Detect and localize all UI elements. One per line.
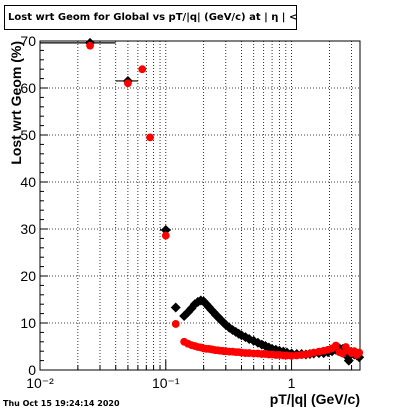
y-tick-label: 30 bbox=[20, 221, 36, 237]
y-tick-label: 60 bbox=[20, 80, 36, 96]
x-tick-label: 10⁻¹ bbox=[152, 375, 180, 391]
data-point-circle bbox=[161, 231, 170, 240]
plot-area bbox=[40, 41, 360, 370]
x-axis-label: pT/|q| (GeV/c) bbox=[270, 391, 360, 407]
plot-frame bbox=[39, 40, 361, 371]
y-tick-label: 0 bbox=[28, 362, 36, 378]
y-tick-label: 20 bbox=[20, 268, 36, 284]
data-point-diamond bbox=[160, 224, 171, 235]
data-point-circle bbox=[86, 41, 94, 50]
data-point-circle bbox=[331, 341, 340, 350]
x-tick-label: 10⁻² bbox=[26, 375, 54, 391]
y-tick-label: 10 bbox=[20, 315, 36, 331]
x-tick-label: 1 bbox=[288, 375, 296, 391]
data-point-circle bbox=[171, 320, 180, 328]
y-axis-label: Lost wrt Geom (%) bbox=[8, 41, 24, 165]
y-tick-label: 40 bbox=[20, 174, 36, 190]
timestamp: Thu Oct 15 19:24:14 2020 bbox=[3, 399, 120, 408]
y-tick-label: 70 bbox=[20, 33, 36, 49]
data-point-circle bbox=[355, 348, 364, 357]
data-point-circle bbox=[138, 65, 147, 74]
data-point-circle bbox=[338, 349, 347, 358]
y-tick-label: 50 bbox=[20, 127, 36, 143]
data-point-diamond bbox=[170, 302, 181, 313]
data-point-circle bbox=[124, 79, 132, 88]
chart-title: Lost wrt Geom for Global vs pT/|q| (GeV/… bbox=[4, 5, 297, 30]
data-point-circle bbox=[146, 133, 154, 142]
